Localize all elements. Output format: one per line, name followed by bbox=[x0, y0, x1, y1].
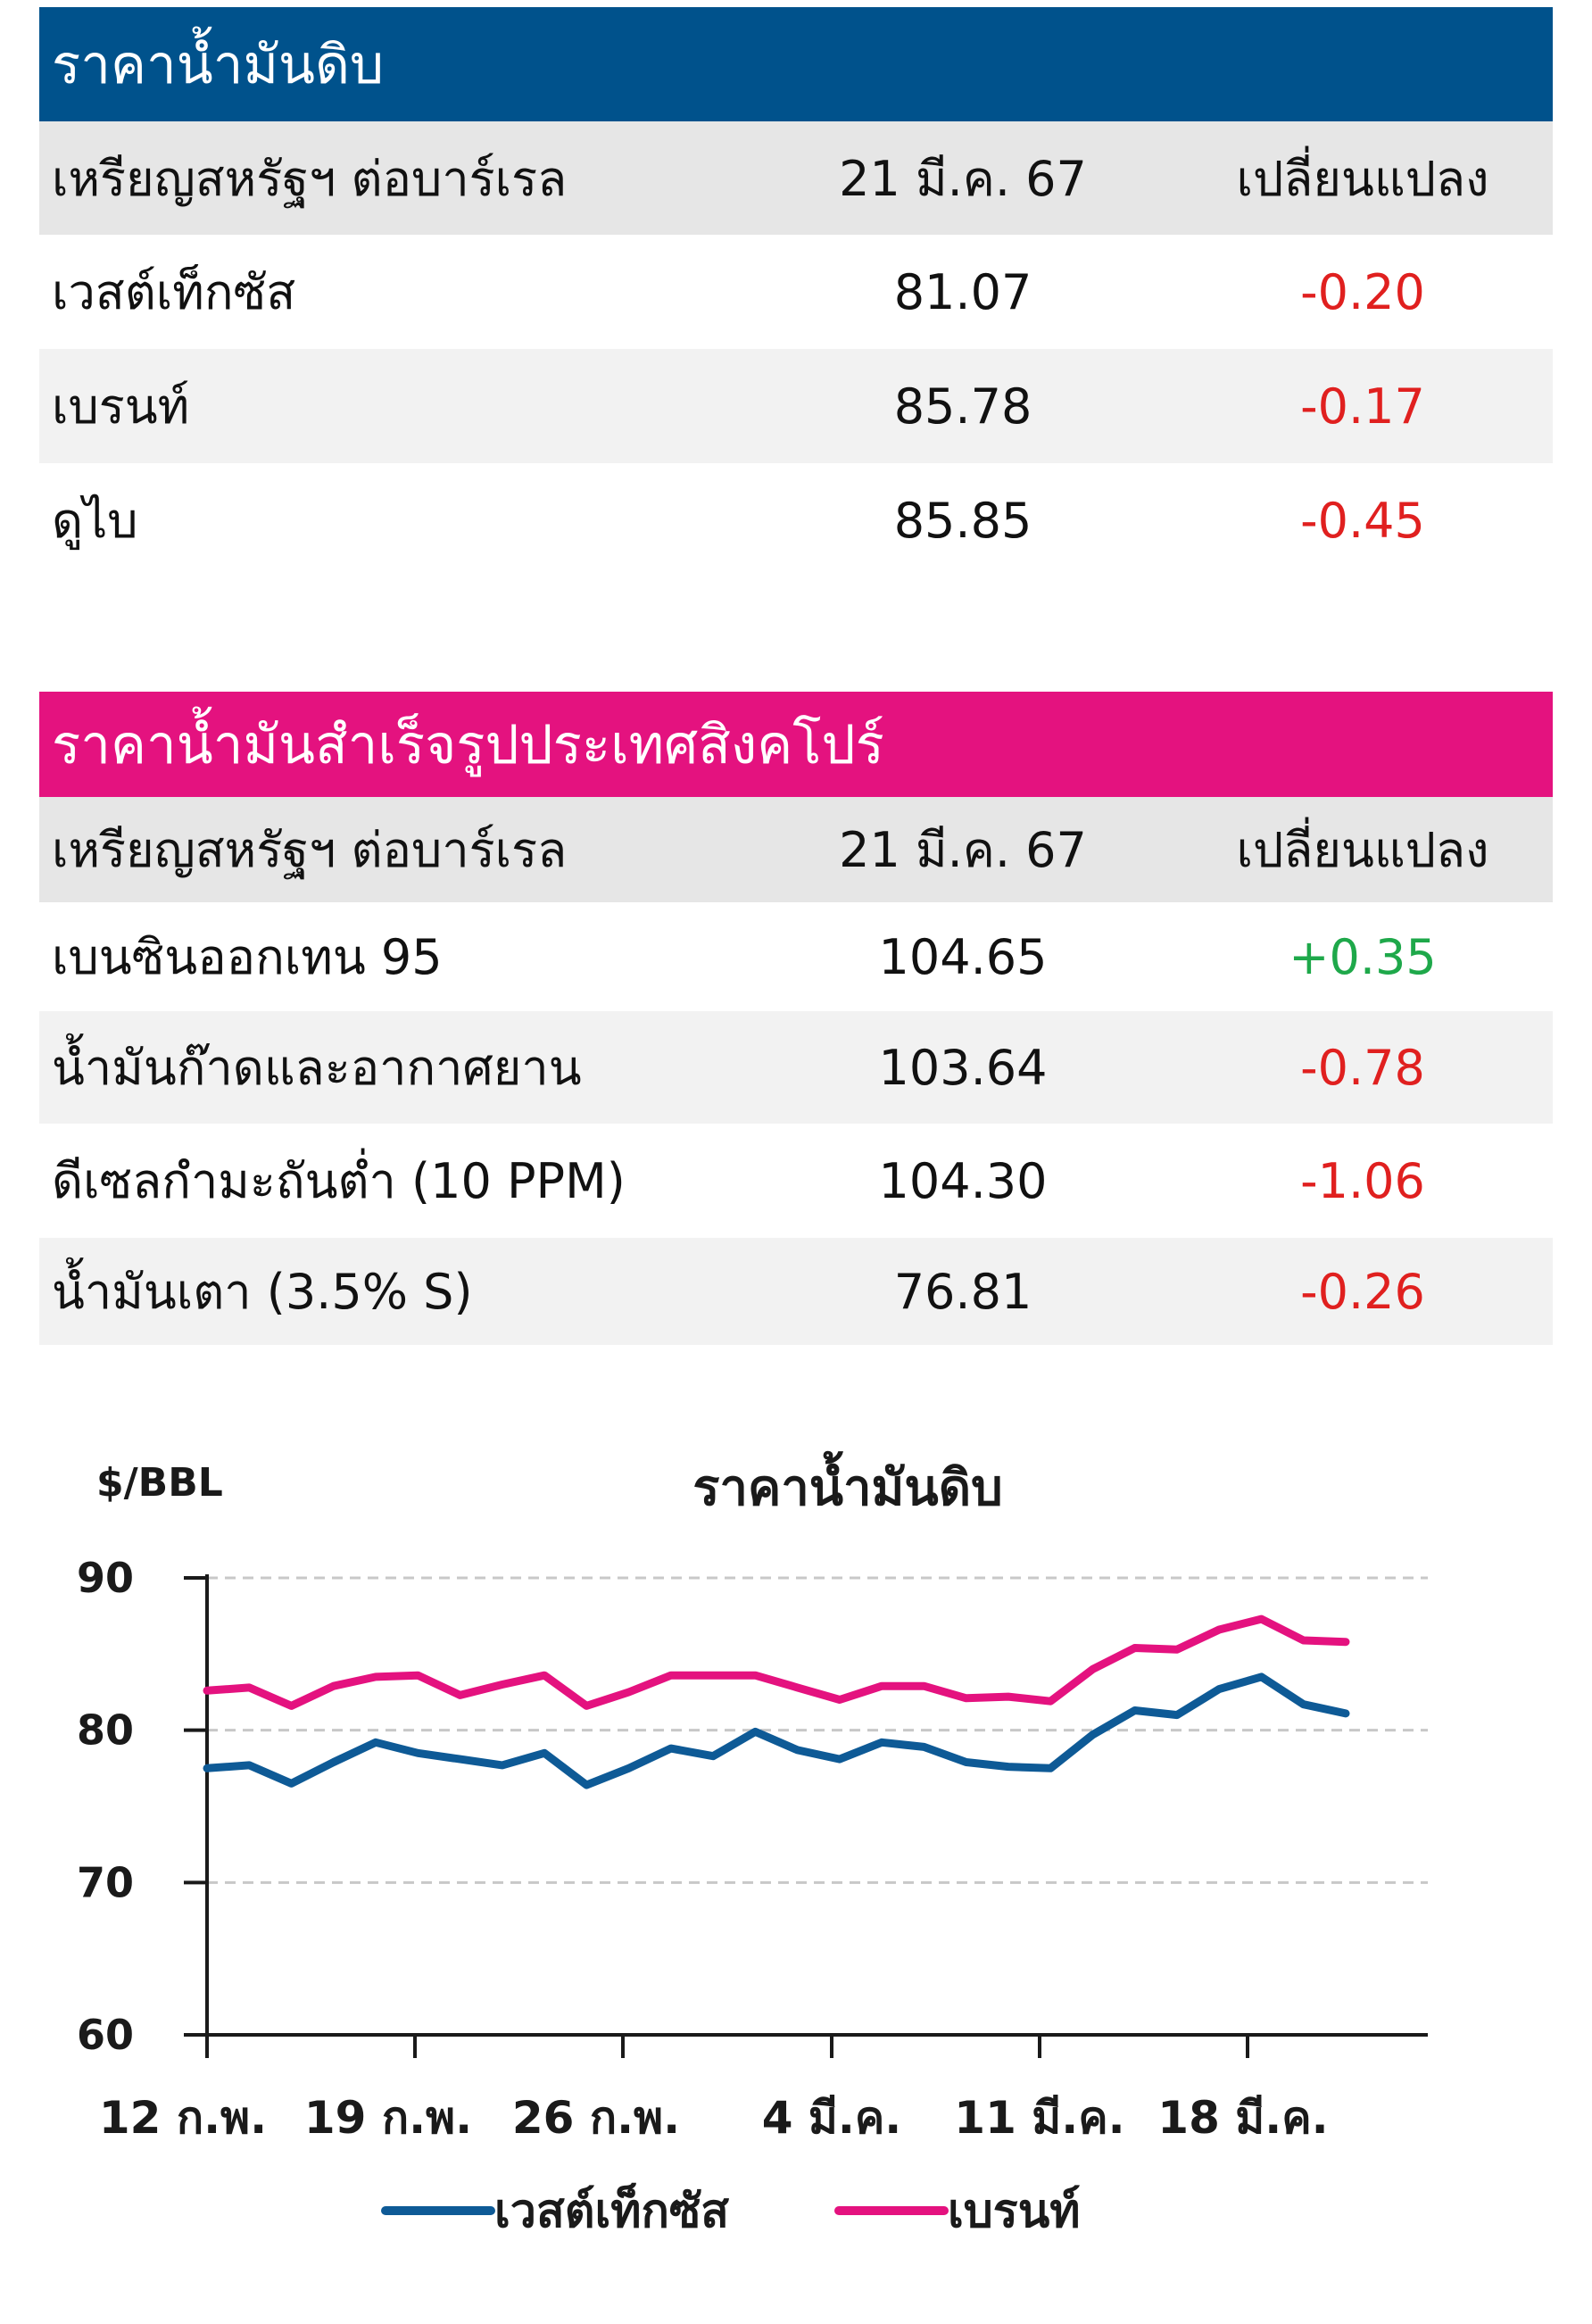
crude-oil-table: ราคาน้ำมันดิบ เหรียญสหรัฐฯ ต่อบาร์เรล 21… bbox=[39, 7, 1553, 577]
table-row: ดูไบ 85.85 -0.45 bbox=[39, 463, 1553, 577]
row-name: เวสต์เท็กซัส bbox=[52, 264, 296, 320]
x-tick-label: 12 ก.พ. bbox=[99, 2092, 267, 2144]
date-header: 21 มี.ค. 67 bbox=[839, 150, 1087, 207]
x-tick-label: 4 มี.ค. bbox=[762, 2092, 902, 2144]
refined-header-row: เหรียญสหรัฐฯ ต่อบาร์เรล 21 มี.ค. 67 เปลี… bbox=[39, 797, 1553, 902]
y-tick-label: 60 bbox=[77, 2011, 134, 2059]
row-change: -0.17 bbox=[1300, 378, 1425, 435]
row-change: -1.06 bbox=[1300, 1152, 1425, 1209]
series-line-wti bbox=[203, 1672, 1350, 1789]
series-line-brent bbox=[203, 1614, 1350, 1710]
row-price: 76.81 bbox=[893, 1263, 1032, 1320]
refined-oil-table: ราคาน้ำมันสำเร็จรูปประเทศสิงคโปร์ เหรียญ… bbox=[39, 692, 1553, 1345]
y-tick-label: 80 bbox=[77, 1706, 134, 1755]
x-tick-label: 18 มี.ค. bbox=[1157, 2092, 1328, 2144]
x-tick-label: 11 มี.ค. bbox=[954, 2092, 1124, 2144]
row-name: น้ำมันเตา (3.5% S) bbox=[52, 1264, 473, 1320]
row-price: 103.64 bbox=[878, 1039, 1048, 1096]
row-price: 104.65 bbox=[878, 928, 1048, 985]
row-change: +0.35 bbox=[1289, 928, 1437, 985]
table-row: เบนซินออกเทน 95 104.65 +0.35 bbox=[39, 902, 1553, 1011]
refined-oil-title: ราคาน้ำมันสำเร็จรูปประเทศสิงคโปร์ bbox=[39, 692, 1553, 797]
y-tick-label: 70 bbox=[77, 1858, 134, 1906]
legend-label: เวสต์เท็กซัส bbox=[494, 2183, 729, 2238]
row-name: ดีเซลกำมะถันต่ำ (10 PPM) bbox=[52, 1153, 626, 1209]
crude-header-row: เหรียญสหรัฐฯ ต่อบาร์เรล 21 มี.ค. 67 เปลี… bbox=[39, 121, 1553, 235]
change-header: เปลี่ยนแปลง bbox=[1236, 150, 1489, 207]
chart-title: ราคาน้ำมันดิบ bbox=[692, 1451, 1002, 1517]
table-row: เบรนท์ 85.78 -0.17 bbox=[39, 349, 1553, 463]
row-name: ดูไบ bbox=[52, 493, 138, 549]
table-row: เวสต์เท็กซัส 81.07 -0.20 bbox=[39, 235, 1553, 349]
chart-ylabel: $/BBL bbox=[96, 1460, 223, 1506]
x-tick-label: 26 ก.พ. bbox=[512, 2092, 680, 2144]
crude-oil-title: ราคาน้ำมันดิบ bbox=[39, 7, 1553, 121]
x-tick-label: 19 ก.พ. bbox=[304, 2092, 472, 2144]
crude-oil-chart: $/BBL ราคาน้ำมันดิบ 90 80 70 60 12 ก.พ. 19 ก.… bbox=[77, 1451, 1428, 2238]
row-name: เบนซินออกเทน 95 bbox=[52, 929, 443, 985]
legend-label: เบรนท์ bbox=[948, 2185, 1081, 2238]
unit-header: เหรียญสหรัฐฯ ต่อบาร์เรล bbox=[52, 150, 568, 207]
row-price: 85.78 bbox=[893, 378, 1032, 435]
table-row: ดีเซลกำมะถันต่ำ (10 PPM) 104.30 -1.06 bbox=[39, 1124, 1553, 1238]
row-price: 81.07 bbox=[893, 263, 1032, 320]
row-price: 104.30 bbox=[878, 1152, 1048, 1209]
row-change: -0.20 bbox=[1300, 263, 1425, 320]
row-change: -0.45 bbox=[1300, 492, 1425, 549]
row-price: 85.85 bbox=[893, 492, 1032, 549]
date-header: 21 มี.ค. 67 bbox=[839, 822, 1087, 878]
row-change: -0.26 bbox=[1300, 1263, 1425, 1320]
row-name: น้ำมันก๊าดและอากาศยาน bbox=[52, 1040, 582, 1096]
unit-header: เหรียญสหรัฐฯ ต่อบาร์เรล bbox=[52, 822, 568, 878]
y-tick-label: 90 bbox=[77, 1554, 134, 1602]
table-row: น้ำมันเตา (3.5% S) 76.81 -0.26 bbox=[39, 1238, 1553, 1345]
row-name: เบรนท์ bbox=[52, 378, 190, 435]
row-change: -0.78 bbox=[1300, 1039, 1425, 1096]
table-row: น้ำมันก๊าดและอากาศยาน 103.64 -0.78 bbox=[39, 1011, 1553, 1124]
change-header: เปลี่ยนแปลง bbox=[1236, 822, 1489, 878]
